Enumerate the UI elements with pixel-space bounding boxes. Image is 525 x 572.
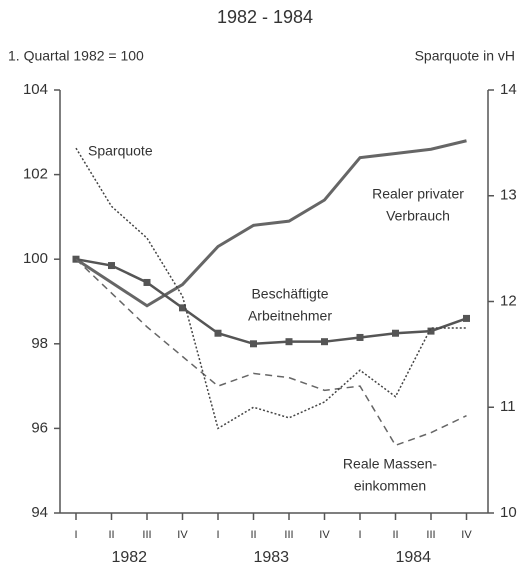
- marker: [321, 338, 328, 346]
- y-tick-label: 100: [23, 250, 48, 267]
- series-label: einkommen: [354, 478, 426, 494]
- series-label: Beschäftigte: [251, 286, 328, 302]
- x-tick-label: I: [358, 529, 361, 541]
- x-tick-label: II: [250, 529, 256, 541]
- year-label: 1982: [111, 549, 147, 566]
- y-axis-label: 1. Quartal 1982 = 100: [8, 48, 144, 64]
- x-tick-label: IV: [319, 529, 330, 541]
- x-tick-label: I: [216, 529, 219, 541]
- x-tick-label: II: [392, 529, 398, 541]
- chart-title: 1982 - 1984: [217, 7, 313, 27]
- marker: [356, 333, 364, 341]
- y2-tick-label: 13: [500, 187, 517, 204]
- series-label: Realer privater: [372, 186, 464, 202]
- y-tick-label: 94: [31, 504, 48, 521]
- marker: [392, 329, 399, 337]
- y2-tick-label: 12: [500, 292, 517, 309]
- marker: [108, 262, 115, 270]
- y-tick-label: 96: [31, 419, 48, 436]
- series-label: Sparquote: [88, 143, 153, 159]
- x-tick-label: IV: [461, 529, 472, 541]
- x-tick-label: III: [142, 529, 151, 541]
- marker: [179, 304, 186, 312]
- series-label: Reale Massen-: [343, 456, 437, 472]
- marker: [427, 327, 435, 335]
- marker: [143, 278, 151, 286]
- marker: [463, 314, 470, 322]
- x-tick-label: II: [108, 529, 114, 541]
- y-tick-label: 104: [23, 81, 48, 98]
- y-tick-label: 102: [23, 166, 48, 183]
- x-tick-label: III: [284, 529, 293, 541]
- series-line: [75, 147, 467, 430]
- marker: [214, 329, 222, 337]
- series-label: Verbrauch: [386, 208, 450, 224]
- series-line: [75, 139, 467, 308]
- series-line: [75, 258, 467, 447]
- series-line: [75, 257, 467, 346]
- y-tick-label: 98: [31, 335, 48, 352]
- year-label: 1983: [253, 549, 289, 566]
- x-tick-label: III: [426, 529, 435, 541]
- x-tick-label: I: [74, 529, 77, 541]
- y2-tick-label: 14: [500, 81, 517, 98]
- y2-tick-label: 11: [500, 398, 516, 415]
- marker: [250, 340, 257, 348]
- x-tick-label: IV: [177, 529, 188, 541]
- series-label: Arbeitnehmer: [248, 308, 332, 324]
- y2-axis-label: Sparquote in vH: [415, 48, 515, 64]
- y2-tick-label: 10: [500, 504, 517, 521]
- marker: [285, 338, 293, 346]
- year-label: 1984: [395, 549, 431, 566]
